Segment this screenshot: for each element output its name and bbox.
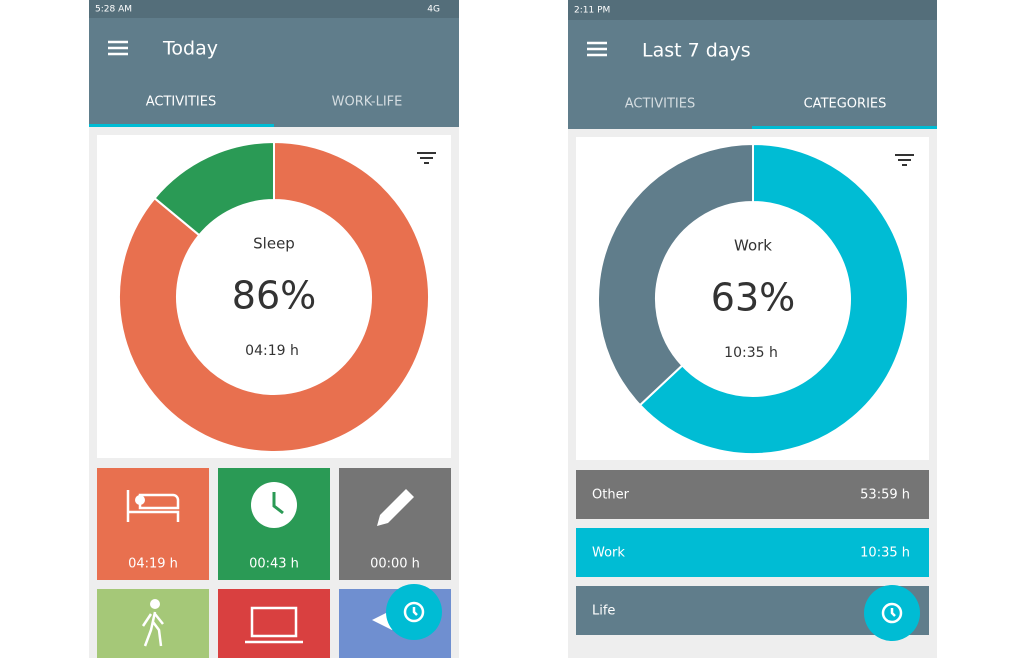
donut-label: Work [734,237,772,255]
title: Today [162,38,218,60]
donut-percent: 86% [232,274,316,318]
status-time: 5:28 AM [95,5,132,15]
filter-button[interactable] [417,152,436,164]
status-bar [568,0,937,20]
filter-button[interactable] [895,154,914,166]
tile[interactable] [218,589,330,658]
tab-indicator [752,126,937,129]
toolbar [568,20,937,129]
row-name: Work [592,546,625,561]
donut [597,142,909,455]
donut-remainder [153,140,275,237]
tab[interactable]: ACTIVITIES [146,95,216,110]
phone-left: 5:28 AM 4G Today ACTIVITIES WORK-LIFE Sl… [89,0,459,658]
category-row[interactable]: Other 53:59 h [576,470,929,519]
tab[interactable]: WORK-LIFE [332,95,403,110]
status-bar [89,0,459,18]
donut-time: 04:19 h [245,343,299,359]
tile-time: 00:43 h [249,557,299,572]
tile[interactable] [97,589,209,658]
tab[interactable]: CATEGORIES [804,97,887,112]
network: 4G [427,5,440,15]
menu-button[interactable] [108,40,128,56]
donut-percent: 63% [711,276,795,320]
toolbar [89,18,459,127]
tile[interactable]: 00:00 h [339,468,451,580]
tab[interactable]: ACTIVITIES [625,97,695,112]
row-time: 10:35 h [860,546,910,561]
category-row[interactable]: Work 10:35 h [576,528,929,577]
row-time: 53:59 h [860,488,910,503]
tile[interactable]: 00:43 h [218,468,330,580]
donut-segment [638,142,909,455]
donut-segment [118,140,430,453]
phone-right: 2:11 PM Last 7 days ACTIVITIES CATEGORIE… [568,0,937,658]
row-name: Other [592,488,630,503]
donut-label: Sleep [253,235,295,253]
fab[interactable] [386,584,442,640]
donut-remainder [597,142,754,407]
tab-indicator [89,124,274,127]
status-time: 2:11 PM [574,6,610,16]
fab[interactable] [864,585,920,641]
donut-time: 10:35 h [724,345,778,361]
tile-time: 04:19 h [128,557,178,572]
menu-button[interactable] [587,41,607,57]
row-name: Life [592,604,615,619]
title: Last 7 days [642,40,751,62]
tile-time: 00:00 h [370,557,420,572]
tile[interactable]: 04:19 h [97,468,209,580]
donut [118,140,430,453]
